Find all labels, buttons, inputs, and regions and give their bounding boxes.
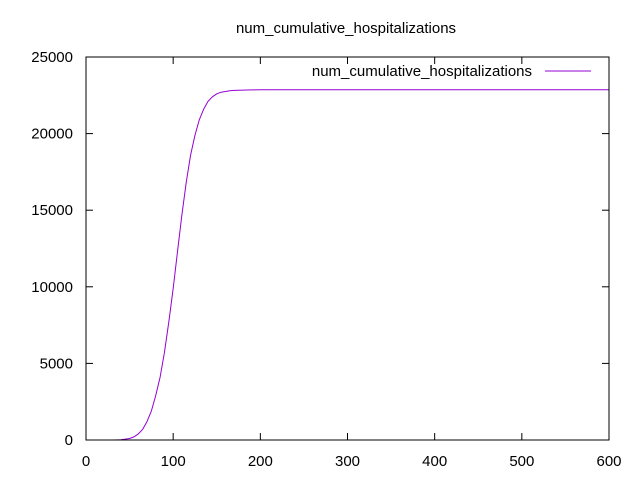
x-tick-label: 400: [422, 453, 447, 470]
x-tick-label: 600: [596, 453, 621, 470]
x-tick-label: 500: [509, 453, 534, 470]
y-tick-label: 10000: [31, 279, 73, 296]
x-tick-label: 200: [248, 453, 273, 470]
plot-frame: [85, 56, 610, 441]
y-tick-label: 5000: [40, 355, 73, 372]
y-tick-label: 20000: [31, 126, 73, 143]
axis-ticks: 0 100 200 300 400 500 600 0 5000 10000 15000 20000 2…: [31, 49, 621, 470]
legend-label: num_cumulative_hospitalizations: [312, 63, 532, 80]
y-tick-label: 0: [65, 432, 73, 449]
legend: num_cumulative_hospitalizations: [312, 63, 591, 80]
y-tick-label: 15000: [31, 202, 73, 219]
series-layer: [113, 89, 609, 441]
chart-title: num_cumulative_hospitalizations: [236, 20, 456, 37]
x-tick-label: 100: [161, 453, 186, 470]
y-tick-label: 25000: [31, 49, 73, 66]
x-tick-label: 0: [82, 453, 90, 470]
x-tick-label: 300: [335, 453, 360, 470]
series-line-0: [113, 89, 609, 441]
